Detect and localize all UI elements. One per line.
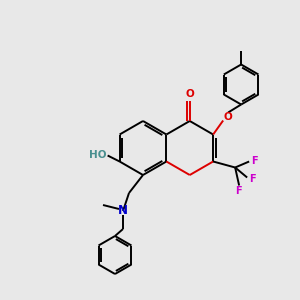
Text: N: N bbox=[118, 205, 128, 218]
Text: F: F bbox=[249, 173, 256, 184]
Text: F: F bbox=[235, 185, 242, 196]
Text: O: O bbox=[185, 89, 194, 99]
Text: HO: HO bbox=[89, 149, 106, 160]
Text: O: O bbox=[224, 112, 233, 122]
Text: F: F bbox=[251, 155, 257, 166]
